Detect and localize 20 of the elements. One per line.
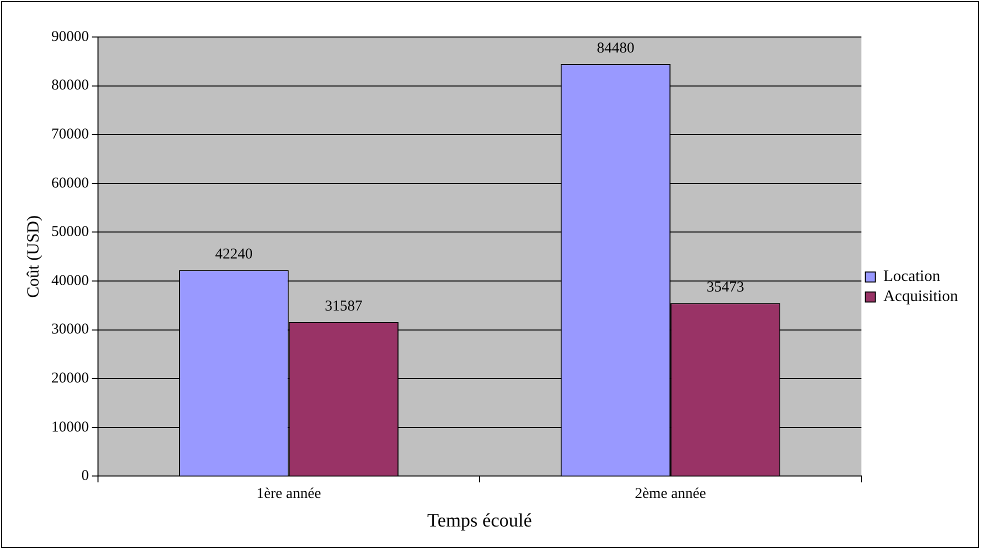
y-tick-label: 80000 xyxy=(51,78,89,94)
data-label: 84480 xyxy=(596,40,634,56)
y-tick-label: 60000 xyxy=(51,175,89,192)
y-tick-label: 40000 xyxy=(51,272,89,289)
data-label: 35473 xyxy=(706,280,744,296)
y-tick-label: 10000 xyxy=(51,419,89,436)
data-label: 42240 xyxy=(215,246,253,263)
y-tick-label: 90000 xyxy=(51,28,89,45)
x-tick-label: 2ème année xyxy=(634,486,706,502)
x-axis-title: Temps écoulé xyxy=(427,510,532,532)
x-tick-label: 1ère année xyxy=(256,486,322,502)
data-label: 31587 xyxy=(324,298,363,314)
y-tick-label: 30000 xyxy=(51,322,89,338)
legend-label: Acquisition xyxy=(883,288,958,306)
y-tick-label: 20000 xyxy=(51,370,89,387)
y-tick-label: 0 xyxy=(81,468,89,484)
legend-label: Location xyxy=(883,268,940,286)
y-axis-title: Coût (USD) xyxy=(24,215,43,298)
y-tick-label: 50000 xyxy=(51,224,89,240)
y-tick-label: 70000 xyxy=(51,126,89,143)
